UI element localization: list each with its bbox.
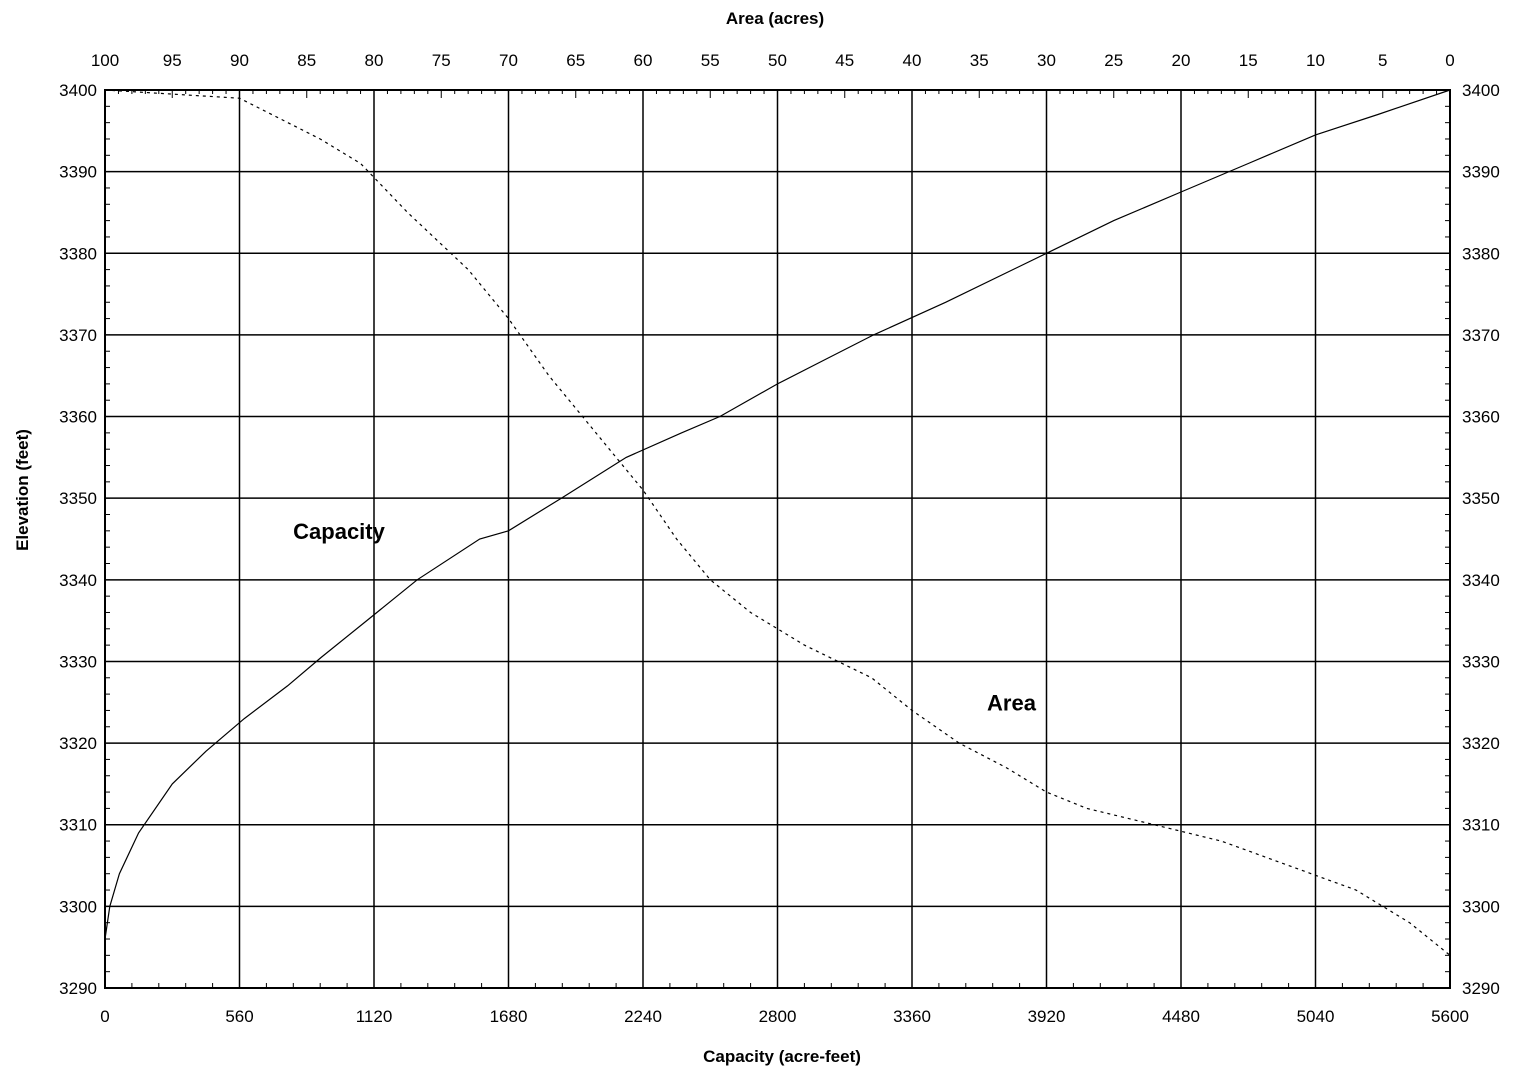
bottom-tick-label: 0 <box>100 1007 109 1026</box>
left-tick-label: 3380 <box>59 244 97 263</box>
right-tick-label: 3400 <box>1462 81 1500 100</box>
bottom-tick-label: 4480 <box>1162 1007 1200 1026</box>
area-curve-label: Area <box>987 690 1037 715</box>
plot-frame <box>104 89 1451 989</box>
top-tick-label: 30 <box>1037 51 1056 70</box>
series-layer <box>104 89 1451 956</box>
left-tick-label: 3360 <box>59 408 97 427</box>
top-tick-label: 45 <box>835 51 854 70</box>
top-tick-label: 60 <box>634 51 653 70</box>
top-tick-label: 10 <box>1306 51 1325 70</box>
bottom-tick-label: 5600 <box>1431 1007 1469 1026</box>
left-tick-label: 3320 <box>59 734 97 753</box>
capacity-curve <box>104 89 1451 940</box>
left-tick-label: 3370 <box>59 326 97 345</box>
right-tick-label: 3310 <box>1462 816 1500 835</box>
right-tick-label: 3320 <box>1462 734 1500 753</box>
area-curve <box>104 89 1451 956</box>
top-tick-label: 85 <box>297 51 316 70</box>
tick-labels: 0 560 1120 1680 2240 2800 3360 3920 4480 5040 5600… <box>59 51 1500 1026</box>
right-tick-label: 3330 <box>1462 652 1500 671</box>
bottom-tick-label: 560 <box>225 1007 253 1026</box>
right-tick-label: 3350 <box>1462 489 1500 508</box>
top-tick-label: 0 <box>1445 51 1454 70</box>
capacity-curve-label: Capacity <box>293 519 385 544</box>
top-axis-title: Area (acres) <box>726 9 824 28</box>
bottom-axis-title: Capacity (acre-feet) <box>703 1047 861 1066</box>
right-tick-label: 3300 <box>1462 897 1500 916</box>
bottom-tick-label: 5040 <box>1297 1007 1335 1026</box>
y-axis-title: Elevation (feet) <box>13 429 32 551</box>
bottom-tick-label: 2800 <box>759 1007 797 1026</box>
top-tick-label: 40 <box>903 51 922 70</box>
left-tick-label: 3340 <box>59 571 97 590</box>
top-tick-label: 20 <box>1172 51 1191 70</box>
bottom-tick-label: 2240 <box>624 1007 662 1026</box>
right-tick-label: 3370 <box>1462 326 1500 345</box>
top-tick-label: 80 <box>365 51 384 70</box>
bottom-tick-label: 1120 <box>356 1007 393 1026</box>
bottom-tick-label: 1680 <box>490 1007 528 1026</box>
right-tick-label: 3360 <box>1462 408 1500 427</box>
right-tick-label: 3290 <box>1462 979 1500 998</box>
right-tick-label: 3390 <box>1462 163 1500 182</box>
top-tick-label: 55 <box>701 51 720 70</box>
left-tick-label: 3350 <box>59 489 97 508</box>
top-tick-label: 100 <box>91 51 119 70</box>
bottom-tick-label: 3360 <box>893 1007 931 1026</box>
top-tick-label: 5 <box>1378 51 1387 70</box>
right-tick-label: 3380 <box>1462 244 1500 263</box>
top-tick-label: 70 <box>499 51 518 70</box>
right-tick-label: 3340 <box>1462 571 1500 590</box>
top-tick-label: 35 <box>970 51 989 70</box>
left-tick-label: 3400 <box>59 81 97 100</box>
top-tick-label: 90 <box>230 51 249 70</box>
left-tick-label: 3300 <box>59 897 97 916</box>
top-tick-label: 50 <box>768 51 787 70</box>
top-tick-label: 65 <box>566 51 585 70</box>
left-tick-label: 3390 <box>59 163 97 182</box>
top-tick-label: 75 <box>432 51 451 70</box>
top-tick-label: 15 <box>1239 51 1258 70</box>
top-tick-label: 25 <box>1104 51 1123 70</box>
left-tick-label: 3330 <box>59 652 97 671</box>
top-tick-label: 95 <box>163 51 182 70</box>
left-tick-label: 3310 <box>59 816 97 835</box>
bottom-tick-label: 3920 <box>1028 1007 1066 1026</box>
left-tick-label: 3290 <box>59 979 97 998</box>
